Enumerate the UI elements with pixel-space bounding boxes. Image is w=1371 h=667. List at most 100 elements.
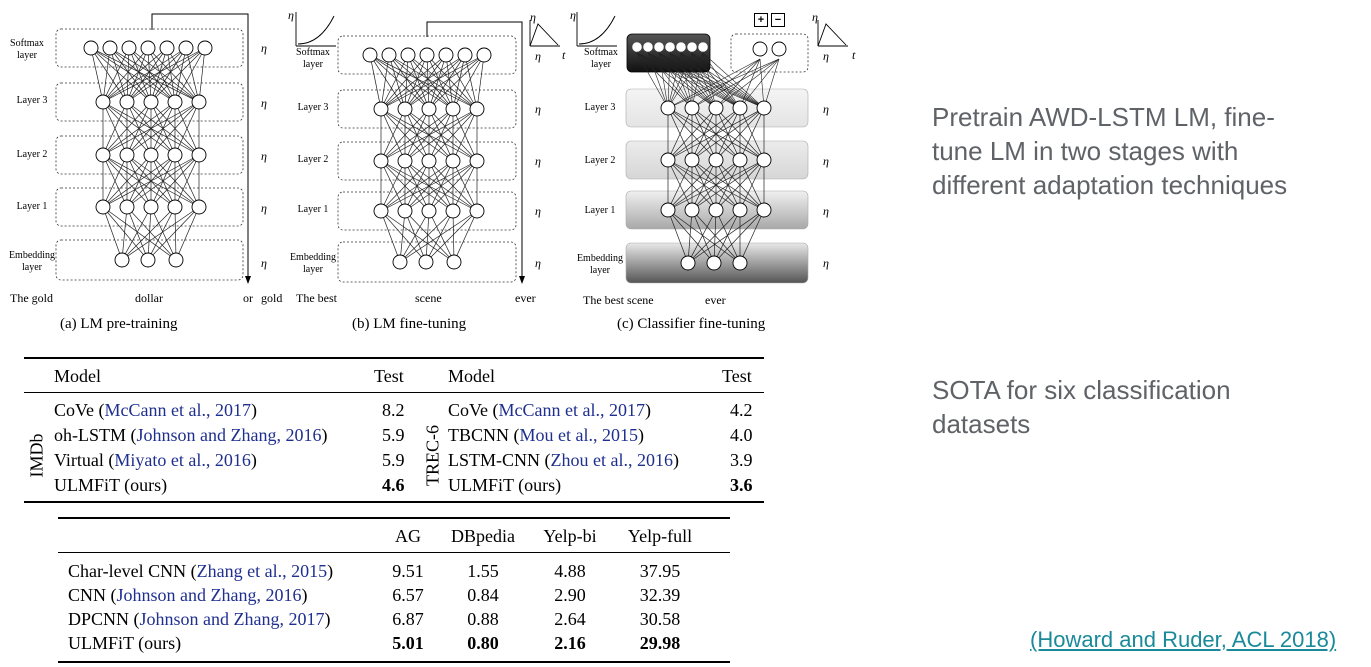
note-line-2: tune LM in two stages with [932,136,1239,166]
connection [667,107,765,161]
connection [425,210,430,263]
connection [667,107,693,161]
connection [647,52,741,109]
cell: 37.95 [639,561,681,581]
cell: 9.51 [392,561,424,581]
connection [121,206,152,261]
table2-row-2: CNN (Johnson and Zhang, 2016) [68,585,308,605]
connection [680,52,717,109]
cell: 0.84 [467,585,499,605]
connection [380,108,478,162]
model-name: Char-level CNN [68,561,187,581]
connection [174,47,187,103]
reference-link[interactable]: Mou et al., 2015 [519,425,639,445]
neuron [706,255,722,271]
connection [150,154,200,208]
neuron [632,42,642,52]
table-imdb-trec: Model Test Model Test IMDb TREC-6 CoVe (… [20,355,770,505]
reference-link[interactable]: Johnson and Zhang, 2016 [116,585,302,605]
reference-link[interactable]: Johnson and Zhang, 2016 [136,425,322,445]
connection [126,47,187,103]
neuron [167,147,183,163]
reference-link[interactable]: Miyato et al., 2016 [114,450,251,470]
connection [128,47,152,103]
neuron [373,101,389,117]
neuron [143,147,159,163]
connection [426,54,478,110]
neuron [660,152,676,168]
citation-link[interactable]: (Howard and Ruder, ACL 2018) [1030,627,1337,652]
reference-link[interactable]: Zhang et al., 2015 [196,561,328,581]
neuron [397,203,413,219]
connection [150,206,177,261]
cell: 4.88 [554,561,586,581]
neuron [95,147,111,163]
panel-b-caption: (b) LM fine-tuning [352,316,467,332]
neuron [476,47,492,63]
panel-a-eta-2: η [261,96,267,110]
connection [147,47,176,103]
panel-b-layer3-label: Layer 3 [297,102,329,113]
connection [126,101,200,156]
imdb-row-1-test: 8.2 [382,400,405,420]
connection [126,47,168,103]
connection [669,52,741,109]
connection [702,52,765,109]
table2-mid-rule [58,552,730,553]
connection [399,210,406,263]
trec-row-1: CoVe (McCann et al., 2017) [448,400,651,420]
neuron [95,199,111,215]
neuron [708,202,724,218]
panel-c-caption: (c) Classifier fine-tuning [617,316,766,332]
connection [380,160,430,212]
cell: 6.87 [392,609,424,629]
connection [428,54,447,110]
connection [102,47,149,103]
neuron [732,255,748,271]
panel-a-softmax-label: Softmax layer [10,38,44,61]
classifier-box [730,33,809,73]
neuron [373,203,389,219]
connection [109,47,200,103]
panel-a-embedding-label: Embedding layer [8,250,56,273]
panel-a-word-1: The gold [10,291,53,305]
reference-link[interactable]: McCann et al., 2017 [104,400,251,420]
neuron [732,202,748,218]
panel-a-caption: (a) LM pre-training [60,316,178,332]
reference-link[interactable]: Johnson and Zhang, 2017 [139,609,325,629]
cell: 0.88 [467,609,499,629]
connection [426,54,430,110]
neuron [445,153,461,169]
connection [380,210,455,263]
cell: 5.01 [392,633,424,653]
panel-b-eta-curve-label: η [288,8,294,22]
connection [667,209,689,264]
connection [426,54,454,110]
connection [380,108,454,162]
connection [380,160,478,212]
neuron [140,252,156,268]
imdb-row-2-test: 5.9 [382,425,405,445]
neuron [167,199,183,215]
table-topic-sentiment: AG DBpedia Yelp-bi Yelp-full Char-level … [58,515,738,665]
connection [667,107,717,161]
panel-a-layer2-label: Layer 2 [16,149,48,160]
connection [166,47,200,103]
neuron [445,101,461,117]
lr-curve-c-curve [578,15,616,45]
neuron [143,199,159,215]
connection [121,206,176,261]
connection [658,52,765,109]
neuron [756,100,772,116]
connection [380,210,401,263]
reference-link[interactable]: Zhou et al., 2016 [550,450,673,470]
connection [388,54,478,110]
connection [102,206,123,261]
reference-link[interactable]: McCann et al., 2017 [498,400,645,420]
connection [380,108,406,162]
stlr-b-triangle [529,23,559,47]
cell: 29.98 [639,633,681,653]
trec-row-3: LSTM-CNN (Zhou et al., 2016) [448,450,679,470]
neuron [191,199,207,215]
neuron [362,47,378,63]
